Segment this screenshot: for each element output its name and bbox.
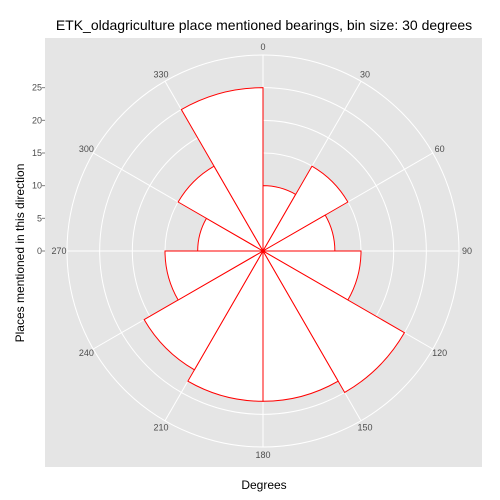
angle-tick-label: 120	[432, 348, 447, 358]
radial-tick-label: 5	[37, 213, 42, 223]
angle-tick-label: 30	[360, 69, 370, 79]
radial-tick-label: 15	[32, 148, 42, 158]
x-axis-title: Degrees	[241, 478, 286, 492]
angle-tick-label: 210	[153, 423, 168, 433]
y-axis-title: Places mentioned in this direction	[13, 164, 27, 343]
angle-tick-label: 240	[79, 348, 94, 358]
angle-tick-label: 90	[462, 246, 472, 256]
angle-tick-label: 300	[79, 144, 94, 154]
angle-tick-label: 330	[153, 69, 168, 79]
angle-tick-label: 150	[357, 423, 372, 433]
angle-tick-label: 0	[260, 42, 265, 52]
bar-180-210	[187, 249, 264, 402]
bar-30-60	[261, 165, 349, 253]
bar-240-270	[164, 250, 265, 301]
chart-title: ETK_oldagriculture place mentioned beari…	[56, 17, 472, 33]
bar-330-360	[180, 87, 264, 253]
radial-tick-label: 0	[37, 246, 42, 256]
angle-tick-label: 180	[255, 450, 270, 460]
radial-tick-labels: 0 5 10 15 20 25	[32, 83, 45, 256]
angle-tick-label: 270	[51, 246, 66, 256]
angle-tick-label: 60	[435, 144, 445, 154]
radial-tick-label: 10	[32, 181, 42, 191]
bars	[143, 87, 406, 402]
radial-tick-label: 20	[32, 115, 42, 125]
bar-120-150	[261, 249, 406, 394]
bar-210-240	[143, 249, 265, 371]
angle-tick-labels: 0 30 60 90 120 150 180 210 240 270 300 330	[51, 42, 472, 460]
radial-tick-label: 25	[32, 83, 42, 93]
